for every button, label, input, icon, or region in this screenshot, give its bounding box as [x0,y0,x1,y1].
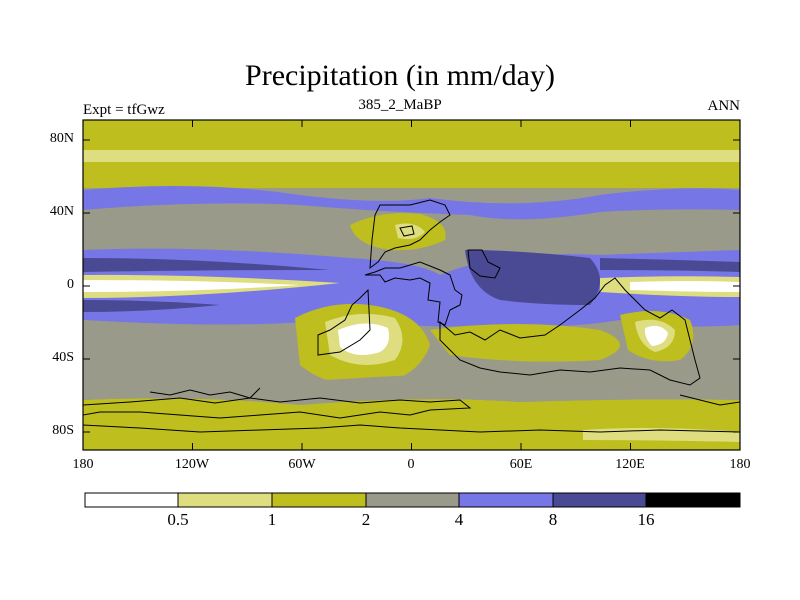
coastline-south-east [679,394,740,406]
x-label-60e: 60E [509,457,533,472]
x-label-180e: 180 [729,457,751,472]
field-south-west-white [338,323,389,356]
coastline-antarctic-south [83,424,740,433]
y-tick-marks [83,139,740,433]
field-south-east-white [644,325,668,346]
coastline-antarctic-north [83,397,472,419]
field-tropical-navy-west [83,258,330,272]
colorbar-bin-1 [84,492,179,508]
x-label-120w: 120W [174,457,210,472]
colorbar-bin-6 [552,492,647,508]
y-label-40n: 40N [49,204,74,219]
x-label-60w: 60W [288,457,316,472]
y-label-80n: 80N [49,131,74,146]
colorbar-bin-2 [177,492,273,508]
coastline-south-west [149,387,261,399]
field-equator-east-white [630,281,740,292]
field-north-light [83,150,740,162]
colorbar-bin-7 [645,492,741,508]
x-label-0: 0 [407,457,415,472]
colorbar-label-16: 16 [637,510,655,529]
x-tick-marks [82,120,741,450]
coastline-continent-b [317,288,371,356]
season-label: ANN [707,98,741,114]
map-field [83,120,740,450]
colorbar-label-8: 8 [548,510,558,529]
colorbar-bin-4 [365,492,460,508]
coastline-continent-c [439,277,701,386]
period-label: 385_2_MaBP [358,97,442,113]
colorbar-label-0-5: 0.5 [167,510,189,529]
field-tropical-navy-east [465,250,600,305]
field-southern-navy-band [83,300,220,312]
colorbar-bin-5 [458,492,554,508]
colorbar-label-4: 4 [454,510,464,529]
x-label-120e: 120E [615,457,645,472]
y-label-40s: 40S [52,350,74,365]
coastline-continent-d [369,199,451,270]
field-north-blue [83,186,740,220]
field-south-mid-yellow [430,324,620,362]
map-title: Precipitation (in mm/day) [245,59,555,92]
x-label-180w: 180 [72,457,94,472]
colorbar-label-2: 2 [361,510,371,529]
field-equator-west-white [83,280,300,292]
colorbar [84,492,741,508]
field-south-olive [83,398,740,450]
colorbar-bin-3 [271,492,367,508]
experiment-label: Expt = tfGwz [83,102,165,118]
coastline-lake [399,225,415,237]
field-south-gray-belt [83,320,360,376]
field-tropical-navy-east-band [600,258,740,272]
y-label-0: 0 [67,277,74,292]
y-label-80s: 80S [52,423,74,438]
coastline-continent-a [364,261,463,326]
colorbar-label-1: 1 [267,510,277,529]
coastline-island-a [467,249,501,279]
